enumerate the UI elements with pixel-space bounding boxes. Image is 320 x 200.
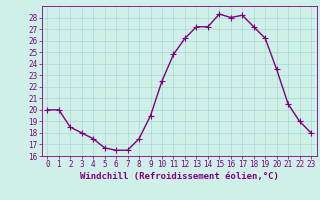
X-axis label: Windchill (Refroidissement éolien,°C): Windchill (Refroidissement éolien,°C) — [80, 172, 279, 181]
